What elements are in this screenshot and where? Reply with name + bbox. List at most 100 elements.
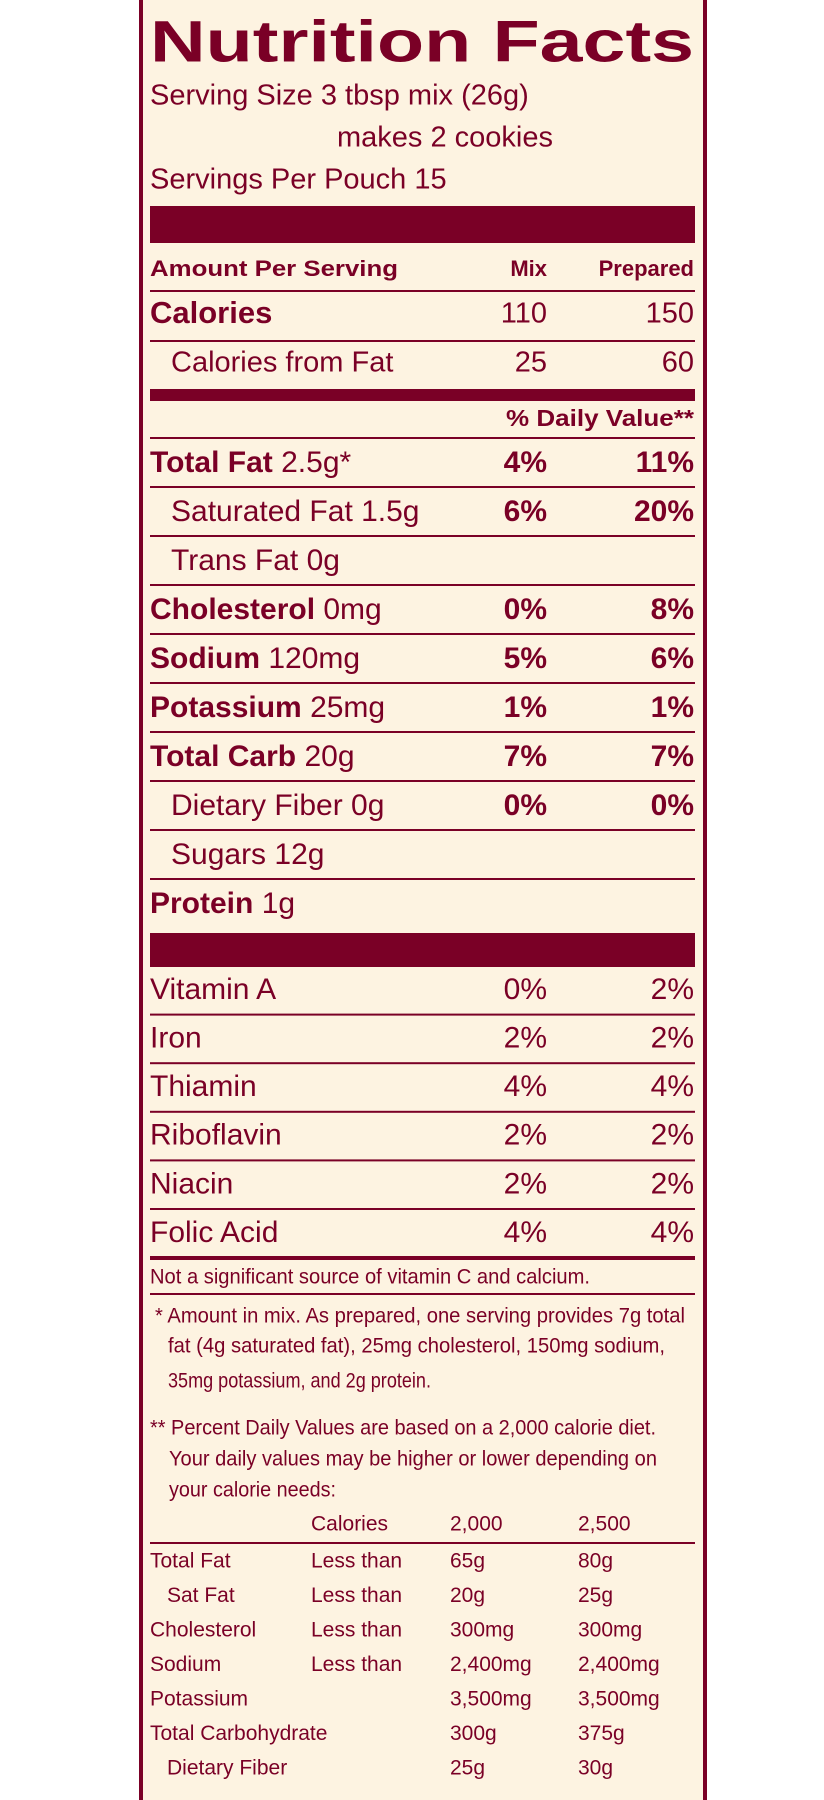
- dv-table-value: 300g: [450, 1722, 497, 1745]
- nutrient-name: Trans Fat 0g: [171, 544, 340, 577]
- mix-dv: 0%: [504, 593, 547, 626]
- rule: [150, 290, 695, 292]
- title: Nutrition Facts: [150, 9, 694, 74]
- rule: [150, 486, 695, 488]
- dv-table-header: Calories: [311, 1513, 388, 1536]
- prepared-value: 150: [646, 298, 694, 330]
- dv-table-name: Sodium: [150, 1653, 221, 1676]
- nutrient-name: Cholesterol: [150, 593, 315, 626]
- mix-dv: 7%: [504, 740, 547, 773]
- nutrient-name: Total Fat: [150, 446, 273, 479]
- dv-table-limit: Less than: [311, 1653, 402, 1676]
- rule: [150, 535, 695, 537]
- dv-table-value: 80g: [578, 1550, 613, 1573]
- vitamin-name: Riboflavin: [150, 1119, 282, 1152]
- dv-table-name: Cholesterol: [150, 1619, 256, 1642]
- nutrient-row-label: Sodium 120mg: [150, 642, 360, 675]
- rule: [150, 829, 695, 831]
- prepared-dv: 0%: [651, 789, 694, 822]
- rule: [150, 633, 695, 635]
- rule: [150, 682, 695, 684]
- nutrient-name: Saturated Fat 1.5g: [171, 495, 420, 528]
- prepared-dv: 2%: [651, 973, 694, 1006]
- dv-table-value: 375g: [578, 1722, 625, 1745]
- nutrient-amount: 20g: [304, 740, 354, 773]
- prepared-dv: 20%: [634, 495, 694, 528]
- dv-table-name: Sat Fat: [167, 1584, 235, 1607]
- mix-dv: 4%: [504, 446, 547, 479]
- nutrient-name: Potassium: [150, 691, 302, 724]
- dv-table-value: 2,400mg: [450, 1653, 532, 1676]
- dv-table-value: 2,400mg: [578, 1653, 660, 1676]
- dv-table-header: 2,000: [450, 1513, 503, 1536]
- dv-header: % Daily Value**: [506, 405, 694, 431]
- note: Not a significant source of vitamin C an…: [150, 1266, 590, 1289]
- nutrient-name: Sugars 12g: [171, 838, 324, 871]
- prepared-dv: 4%: [651, 1216, 694, 1249]
- dv-table-value: 25g: [578, 1584, 613, 1607]
- prepared-dv: 7%: [651, 740, 694, 773]
- calories-label: Calories from Fat: [171, 347, 393, 379]
- footnote: Your daily values may be higher or lower…: [169, 1448, 657, 1471]
- nutrient-row-label: Potassium 25mg: [150, 691, 385, 724]
- footnote: ** Percent Daily Values are based on a 2…: [150, 1417, 656, 1440]
- dv-table-value: 300mg: [578, 1619, 642, 1642]
- mix-dv: 2%: [504, 1119, 547, 1152]
- rule: [150, 731, 695, 733]
- nutrient-row-label: Total Fat 2.5g*: [150, 446, 352, 479]
- rule: [150, 1159, 695, 1162]
- calories-label: Calories: [150, 295, 272, 330]
- nutrient-name: Total Carb: [150, 740, 296, 773]
- rule: [150, 1293, 695, 1295]
- mix-value: 110: [501, 298, 547, 330]
- panel: [139, 0, 707, 1800]
- prepared-dv: 2%: [651, 1167, 694, 1200]
- mix-dv: 5%: [504, 642, 547, 675]
- dv-table-header: 2,500: [578, 1513, 631, 1536]
- vitamin-name: Vitamin A: [150, 973, 276, 1006]
- nutrient-name: Protein: [150, 887, 253, 920]
- dv-table-name: Potassium: [150, 1688, 248, 1711]
- rule: [150, 780, 695, 782]
- dv-table-value: 30g: [578, 1757, 613, 1780]
- footnote: fat (4g saturated fat), 25mg cholesterol…: [168, 1335, 665, 1358]
- rule: [150, 1542, 695, 1544]
- rule: [150, 1013, 695, 1016]
- prepared-dv: 2%: [651, 1022, 694, 1055]
- serving-line: Serving Size 3 tbsp mix (26g): [150, 80, 529, 112]
- header: Amount Per Serving: [150, 256, 398, 281]
- rule: [150, 584, 695, 586]
- nutrient-amount: 25mg: [310, 691, 385, 724]
- rule: [150, 389, 695, 401]
- footnote: 35mg potassium, and 2g protein.: [168, 1370, 431, 1393]
- rule: [150, 933, 695, 967]
- mix-dv: 2%: [504, 1167, 547, 1200]
- dv-table-value: 20g: [450, 1584, 485, 1607]
- dv-table-name: Dietary Fiber: [167, 1757, 287, 1780]
- nutrient-row-label: Total Carb 20g: [150, 740, 355, 773]
- prepared-dv: 11%: [636, 446, 694, 479]
- vitamin-name: Folic Acid: [150, 1216, 278, 1249]
- prepared-value: 60: [662, 347, 694, 379]
- dv-table-value: 25g: [450, 1757, 485, 1780]
- rule: [150, 1062, 695, 1065]
- rule: [150, 206, 695, 243]
- footnote: * Amount in mix. As prepared, one servin…: [155, 1305, 685, 1328]
- dv-table-limit: Less than: [311, 1584, 402, 1607]
- rule: [150, 878, 695, 880]
- nutrient-amount: 0mg: [323, 593, 381, 626]
- dv-table-name: Total Fat: [150, 1550, 231, 1573]
- mix-value: 25: [515, 347, 547, 379]
- prepared-dv: 4%: [651, 1070, 694, 1103]
- rule: [150, 340, 695, 342]
- mix-dv: 4%: [504, 1216, 547, 1249]
- serving-line: makes 2 cookies: [337, 122, 553, 154]
- footnote: your calorie needs:: [169, 1479, 336, 1502]
- nutrient-name: Dietary Fiber 0g: [171, 789, 384, 822]
- nutrient-row-label: Cholesterol 0mg: [150, 593, 382, 626]
- rule: [150, 1256, 695, 1260]
- mix-dv: 0%: [504, 973, 547, 1006]
- prepared-dv: 1%: [651, 691, 694, 724]
- nutrient-amount: 120mg: [268, 642, 360, 675]
